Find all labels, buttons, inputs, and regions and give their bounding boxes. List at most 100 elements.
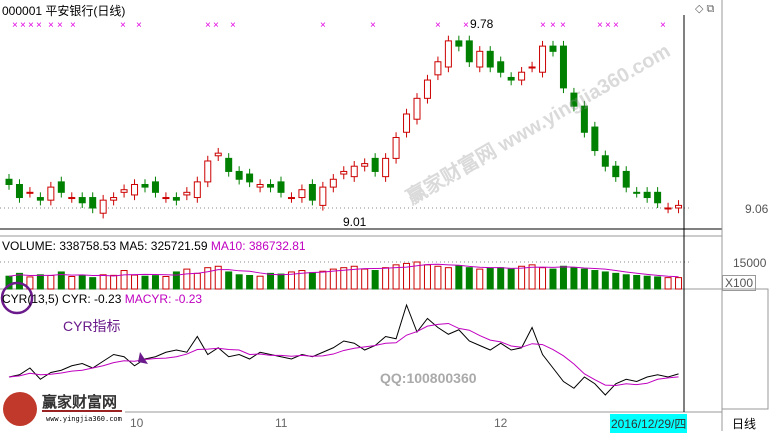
volume-bar [256, 275, 264, 290]
signal-marker-icon: × [136, 20, 142, 31]
candle [497, 61, 505, 73]
signal-marker-icon: × [597, 20, 603, 31]
candle [329, 178, 337, 188]
candle [225, 157, 233, 172]
volume-bar [15, 272, 23, 290]
volume-bar [675, 277, 683, 290]
volume-bar [591, 270, 599, 290]
candle [350, 165, 358, 178]
candle [99, 199, 107, 214]
ma10-label: MA10: 386732.81 [210, 239, 306, 253]
candle [287, 197, 295, 200]
candle [371, 157, 379, 172]
volume-bar [110, 274, 118, 290]
candle [612, 165, 620, 178]
high-price-label: 9.78 [470, 17, 494, 31]
volume-bar [287, 271, 295, 290]
volume-bar [361, 268, 369, 290]
volume-bar [392, 264, 400, 290]
volume-bar [298, 270, 306, 290]
cyr-line [8, 303, 679, 396]
volume-bar [549, 268, 557, 290]
volume-bar [444, 267, 452, 290]
volume-bar [486, 267, 494, 290]
signal-marker-icon: × [560, 20, 566, 31]
volume-bar [476, 268, 484, 290]
candle [654, 191, 662, 204]
volume-axis-label: 15000 [733, 256, 767, 270]
candle [5, 178, 13, 185]
candle [172, 197, 180, 201]
candle [214, 152, 222, 157]
candle [267, 183, 275, 188]
signal-marker-icon: × [205, 20, 211, 31]
volume-bar [413, 261, 421, 290]
signal-marker-icon: × [320, 20, 326, 31]
volume-label: VOLUME: 338758.53 [2, 239, 117, 253]
candle [382, 157, 390, 178]
candle [434, 61, 442, 76]
logo-name: 赢家财富网 [42, 394, 118, 411]
volume-bar [89, 277, 97, 290]
volume-bar [528, 264, 536, 290]
x-label-11: 11 [275, 416, 288, 430]
candle [36, 197, 44, 201]
cyr-value: CYR: -0.23 [62, 292, 122, 306]
ma5-label: MA5: 325721.59 [119, 239, 208, 253]
signal-marker-icon: × [613, 20, 619, 31]
volume-bar [664, 277, 672, 290]
volume-bar [183, 268, 191, 290]
volume-bar [162, 275, 170, 290]
volume-bar [36, 274, 44, 290]
candle [246, 173, 254, 183]
macyr-value: MACYR: -0.23 [124, 292, 203, 306]
signal-marker-icon: × [36, 20, 42, 31]
candle [308, 183, 316, 201]
signal-marker-icon: × [463, 20, 469, 31]
candle [26, 191, 34, 194]
candle [151, 181, 159, 193]
volume-bar [601, 271, 609, 290]
candle [601, 155, 609, 167]
candle [235, 170, 243, 180]
candle [78, 197, 86, 204]
candle [580, 105, 588, 133]
candle [57, 181, 65, 193]
candle [507, 76, 515, 81]
volume-bar [57, 271, 65, 290]
volume-bar [193, 272, 201, 290]
x-label-10: 10 [130, 416, 144, 430]
current-date-label: 2016/12/29/四 [610, 414, 688, 433]
period-button[interactable]: 日线 [732, 417, 757, 431]
volume-bar [172, 271, 180, 290]
volume-bar [235, 274, 243, 290]
volume-bar [141, 275, 149, 290]
signal-marker-icon: × [550, 20, 556, 31]
highlight-circle [0, 281, 34, 315]
candle [455, 40, 463, 47]
candle [539, 45, 547, 73]
candle [256, 183, 264, 188]
volume-bar [277, 273, 285, 290]
candle [15, 183, 23, 199]
candle [675, 204, 683, 209]
volume-bar [371, 270, 379, 290]
volume-bar [423, 264, 431, 290]
volume-bar [580, 268, 588, 290]
volume-unit-button[interactable]: X100 [722, 275, 757, 291]
window-controls[interactable]: ◇ ⧉ [695, 3, 715, 15]
candle [486, 50, 494, 68]
volume-bar [633, 275, 641, 290]
volume-bar [68, 275, 76, 290]
candle [340, 170, 348, 175]
candle [68, 197, 76, 200]
volume-bar [612, 272, 620, 290]
candle [131, 183, 139, 196]
signal-marker-icon: × [12, 20, 18, 31]
candle [549, 45, 557, 52]
site-logo: 赢家财富网 www.yingjia360.com [0, 390, 125, 431]
candle [47, 186, 55, 201]
candle [633, 191, 641, 194]
volume-bar [559, 265, 567, 290]
